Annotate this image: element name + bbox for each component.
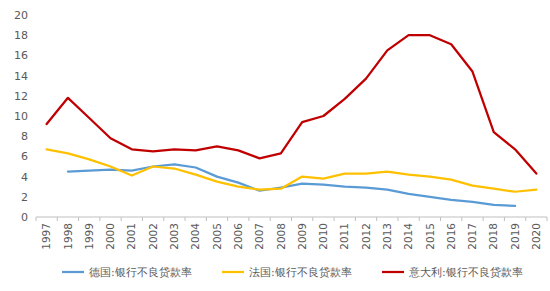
x-tick (312, 217, 313, 221)
legend-swatch (382, 271, 404, 273)
chart: 0 2 4 6 8 10 12 14 16 18 20 1997 1998 1999 2000 2001 200… (0, 0, 550, 291)
legend-label: 意大利:银行不良贷款率 (408, 266, 523, 279)
x-tick (355, 217, 356, 221)
x-tick-label: 2002 (147, 223, 159, 250)
series-line (47, 149, 537, 191)
x-tick (504, 217, 505, 221)
x-tick-label: 2001 (125, 223, 137, 250)
x-tick (99, 217, 100, 221)
x-tick (376, 217, 377, 221)
x-tick-label: 2005 (211, 223, 223, 250)
y-tick-label: 14 (14, 70, 28, 83)
x-tick-label: 1998 (62, 223, 74, 250)
x-tick-label: 2010 (317, 223, 329, 250)
legend-swatch (222, 271, 244, 273)
x-tick (78, 217, 79, 221)
y-tick-label: 18 (14, 29, 28, 42)
x-tick-label: 2016 (445, 223, 457, 250)
legend-swatch (62, 271, 84, 273)
x-tick (483, 217, 484, 221)
legend-label: 法国:银行不良贷款率 (249, 266, 352, 279)
x-tick (461, 217, 462, 221)
x-tick-label: 2011 (338, 223, 350, 250)
x-tick-label: 2014 (402, 223, 414, 250)
y-tick-label: 2 (21, 191, 28, 204)
x-tick-label: 2012 (360, 223, 372, 250)
x-tick-label: 2020 (530, 223, 542, 250)
x-tick (291, 217, 292, 221)
x-tick (440, 217, 441, 221)
plot-area (47, 35, 537, 206)
x-tick (121, 217, 122, 221)
x-tick-label: 2007 (253, 223, 265, 250)
legend-label: 德国:银行不良贷款率 (89, 266, 192, 279)
y-tick-label: 10 (14, 110, 28, 123)
x-tick (419, 217, 420, 221)
y-tick-label: 12 (14, 90, 28, 103)
y-tick-label: 16 (14, 49, 28, 62)
x-tick (525, 217, 526, 221)
y-tick-label: 0 (21, 211, 28, 224)
x-tick (227, 217, 228, 221)
x-tick-label: 2017 (466, 223, 478, 250)
x-tick (334, 217, 335, 221)
x-tick-label: 2013 (381, 223, 393, 250)
x-tick-label: 1999 (83, 223, 95, 250)
x-tick (163, 217, 164, 221)
x-tick-label: 2009 (296, 223, 308, 250)
series-line (68, 164, 515, 205)
x-tick-label: 2019 (509, 223, 521, 250)
series-line (47, 35, 537, 173)
x-tick-label: 1997 (40, 223, 52, 250)
x-tick (57, 217, 58, 221)
x-tick (248, 217, 249, 221)
x-tick-label: 2003 (168, 223, 180, 250)
y-tick-label: 6 (21, 150, 28, 163)
x-tick (397, 217, 398, 221)
y-tick-label: 4 (21, 171, 28, 184)
x-tick (36, 217, 37, 221)
y-tick-label: 8 (21, 130, 28, 143)
x-tick (547, 217, 548, 221)
x-tick (206, 217, 207, 221)
x-tick (142, 217, 143, 221)
x-tick (270, 217, 271, 221)
x-tick-label: 2000 (104, 223, 116, 250)
x-tick-label: 2015 (424, 223, 436, 250)
x-tick-label: 2008 (275, 223, 287, 250)
y-tick-label: 20 (14, 9, 28, 22)
x-tick-label: 2004 (189, 223, 201, 250)
x-tick-label: 2006 (232, 223, 244, 250)
x-tick-label: 2018 (487, 223, 499, 250)
x-tick (185, 217, 186, 221)
